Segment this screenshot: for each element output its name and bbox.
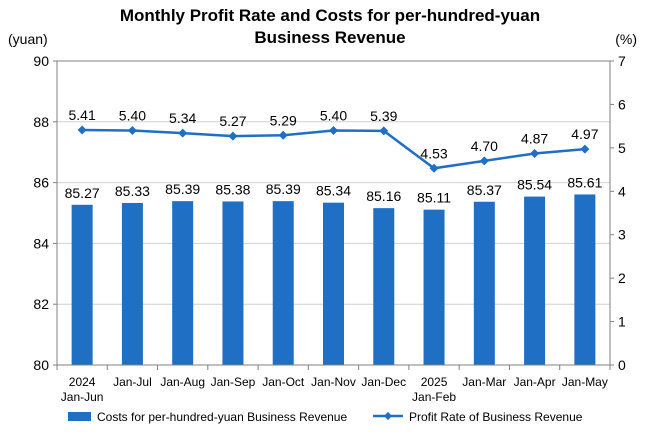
x-tick-label: Jan-May: [562, 375, 608, 389]
line-data-label: 5.34: [169, 110, 196, 126]
legend-bar-swatch: [68, 412, 91, 421]
line-data-label: 5.41: [69, 107, 96, 123]
x-tick-label: 2025: [421, 375, 448, 389]
line-point-marker: [77, 125, 87, 135]
line-data-label: 5.39: [370, 108, 397, 124]
line-series: [77, 125, 590, 173]
line-point-marker: [228, 131, 238, 141]
bar: [423, 209, 445, 365]
left-tick-label: 88: [33, 114, 49, 130]
right-tick-label: 1: [618, 314, 626, 330]
bar: [71, 204, 93, 365]
bar-data-label: 85.34: [316, 183, 351, 199]
bar: [323, 202, 344, 365]
x-tick-label: Jan-Feb: [412, 390, 456, 404]
right-tick-label: 0: [618, 357, 626, 373]
left-tick-label: 86: [33, 175, 49, 191]
legend-line-label: Profit Rate of Business Revenue: [409, 410, 583, 424]
bar: [574, 194, 596, 365]
bar-data-label: 85.37: [467, 182, 502, 198]
line-point-marker: [178, 128, 188, 138]
line-point-marker: [429, 163, 439, 173]
legend-bar-label: Costs for per-hundred-yuan Business Reve…: [97, 410, 347, 424]
x-tick-label: Jan-Mar: [462, 375, 506, 389]
x-tick-label: Jan-Aug: [160, 375, 205, 389]
bar: [524, 196, 546, 365]
line-data-label: 4.97: [571, 126, 598, 142]
line-point-marker: [479, 156, 489, 166]
right-tick-label: 5: [618, 140, 626, 156]
x-tick-label: Jan-Apr: [514, 375, 556, 389]
line-data-label: 4.70: [471, 138, 498, 154]
line-data-label: 5.27: [219, 113, 246, 129]
right-axis-unit: (%): [615, 31, 637, 47]
bar: [172, 201, 194, 365]
bar: [473, 201, 495, 365]
bar-data-label: 85.27: [65, 185, 100, 201]
bar-series: [71, 194, 596, 365]
bar-data-label: 85.11: [417, 190, 451, 206]
left-tick-label: 82: [33, 296, 49, 312]
x-tick-label: Jan-Jun: [61, 390, 104, 404]
right-tick-label: 2: [618, 270, 626, 286]
line-point-marker: [329, 125, 338, 135]
data-labels: 85.27 85.33 85.39 85.38 85.39 85.34 85.16 85.11…: [65, 107, 603, 206]
line-data-label: 5.29: [270, 112, 297, 128]
profit-rate-line: [82, 128, 585, 170]
line-point-marker: [580, 144, 590, 154]
bar-data-label: 85.16: [366, 188, 401, 204]
x-tick-label: Jan-Sep: [211, 375, 256, 389]
left-tick-label: 90: [33, 53, 49, 69]
bar-data-label: 85.54: [517, 177, 552, 193]
bar-data-label: 85.39: [165, 181, 200, 197]
legend-line-marker: [384, 412, 392, 420]
line-data-label: 4.87: [521, 131, 548, 147]
legend: Costs for per-hundred-yuan Business Reve…: [68, 410, 583, 424]
x-tick-label: Jan-Jul: [113, 375, 152, 389]
line-point-marker: [530, 149, 540, 159]
x-tick-label: Jan-Dec: [361, 375, 406, 389]
left-axis-unit: (yuan): [8, 31, 48, 47]
line-point-marker: [278, 130, 288, 140]
line-data-label: 4.53: [420, 145, 447, 161]
x-tick-label: Jan-Oct: [262, 375, 305, 389]
left-tick-label: 80: [33, 357, 49, 373]
line-point-marker: [127, 125, 137, 135]
bar: [121, 202, 143, 365]
bar: [272, 201, 294, 365]
plot-border: [56, 60, 611, 366]
x-tick-label: Jan-Nov: [311, 375, 356, 389]
line-data-label: 5.40: [119, 107, 146, 123]
bar-data-label: 85.38: [215, 181, 250, 197]
line-data-label: 5.40: [320, 107, 347, 123]
bar-data-label: 85.39: [266, 181, 301, 197]
bar: [373, 208, 395, 365]
right-tick-label: 7: [618, 53, 626, 69]
left-tick-label: 84: [33, 235, 49, 251]
chart-title-line-1: Monthly Profit Rate and Costs for per-hu…: [120, 6, 540, 25]
right-tick-label: 4: [618, 183, 626, 199]
right-tick-label: 6: [618, 96, 626, 112]
x-tick-label: 2024: [69, 375, 96, 389]
bar-data-label: 85.33: [115, 183, 150, 199]
chart-title-line-2: Business Revenue: [254, 28, 405, 47]
right-tick-label: 3: [618, 227, 626, 243]
bar: [222, 201, 244, 365]
line-point-marker: [379, 126, 389, 136]
bar-data-label: 85.61: [567, 174, 602, 190]
